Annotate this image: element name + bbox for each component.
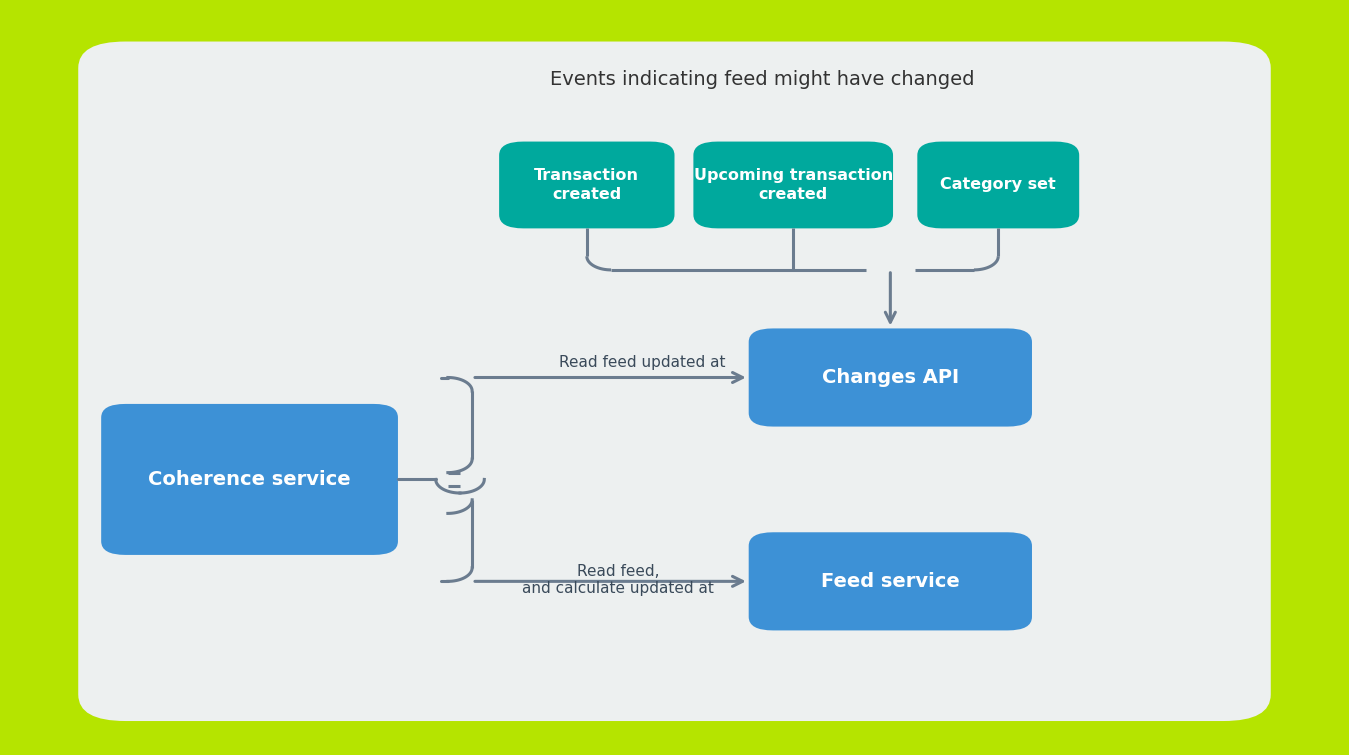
FancyBboxPatch shape [749, 532, 1032, 630]
Text: Changes API: Changes API [822, 368, 959, 387]
Text: Coherence service: Coherence service [148, 470, 351, 489]
FancyBboxPatch shape [693, 142, 893, 229]
Text: Upcoming transaction
created: Upcoming transaction created [693, 168, 893, 202]
Text: Category set: Category set [940, 177, 1056, 193]
Text: Transaction
created: Transaction created [534, 168, 639, 202]
Text: Read feed updated at: Read feed updated at [558, 355, 726, 370]
Text: Feed service: Feed service [822, 572, 959, 591]
Text: Events indicating feed might have changed: Events indicating feed might have change… [550, 69, 974, 89]
FancyBboxPatch shape [78, 42, 1271, 721]
FancyBboxPatch shape [749, 328, 1032, 427]
Text: Read feed,
and calculate updated at: Read feed, and calculate updated at [522, 564, 714, 596]
FancyBboxPatch shape [917, 142, 1079, 229]
FancyBboxPatch shape [101, 404, 398, 555]
FancyBboxPatch shape [499, 142, 674, 229]
